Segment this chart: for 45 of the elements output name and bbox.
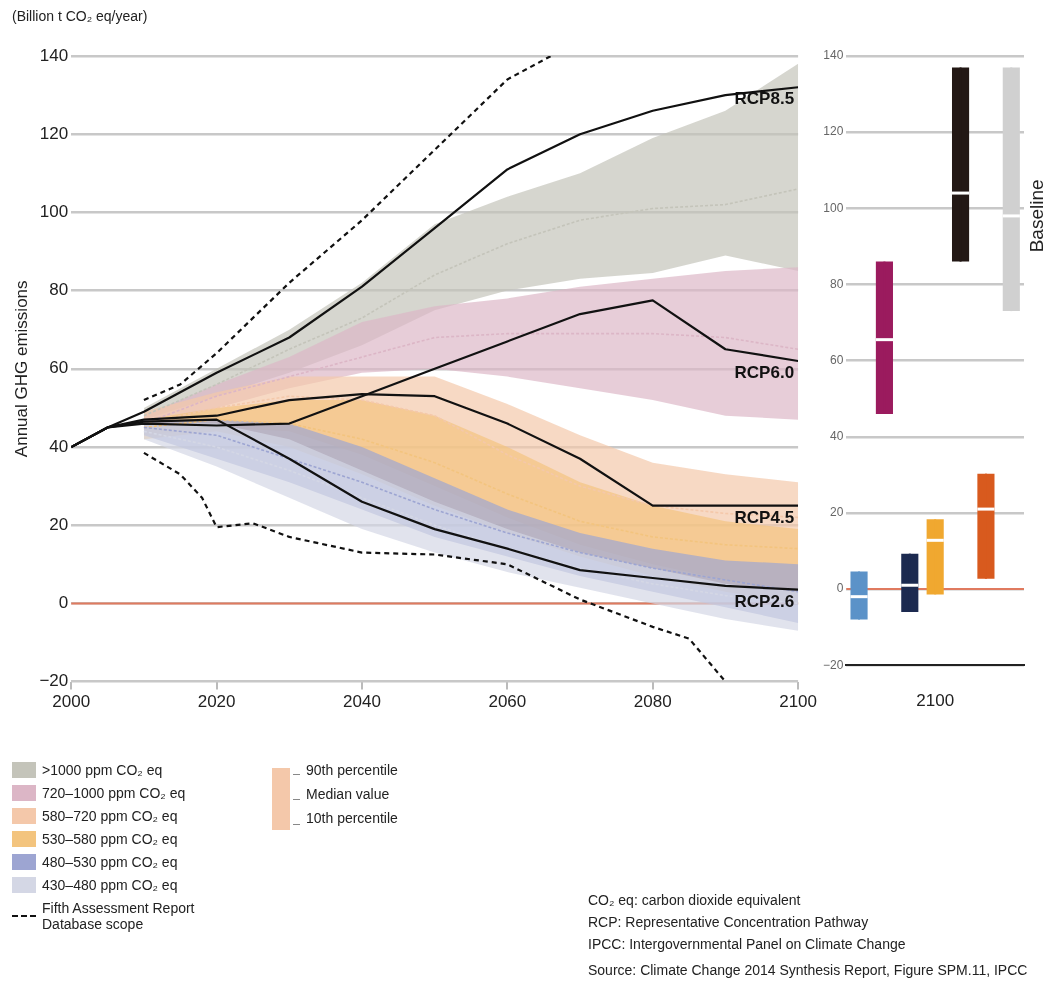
chart-subtitle: (Billion t CO₂ eq/year) — [11, 8, 149, 26]
y-tick-label: 60 — [49, 358, 69, 378]
y-tick-label: 40 — [49, 436, 69, 456]
source-note: Source: Climate Change 2014 Synthesis Report, Figure SPM.11, IPCC — [588, 962, 1028, 978]
y-tick-label: 20 — [830, 505, 844, 520]
y-tick-label: 80 — [830, 276, 844, 291]
legend-label: >1000 ppm CO₂ eq — [42, 762, 164, 778]
x-tick-label: 2020 — [197, 692, 236, 712]
text: IPCC: Intergovernmental Panel on Climate Change — [588, 936, 907, 952]
y-tick-label: −20 — [39, 671, 69, 691]
x-tick-label: 2040 — [343, 692, 381, 712]
y-axis-title: Annual GHG emissions — [11, 280, 31, 458]
y-tick-label: 120 — [823, 124, 844, 139]
y-tick-label: 60 — [830, 352, 844, 367]
y-tick-label: 120 — [39, 123, 69, 143]
y-tick-label: 80 — [49, 280, 69, 300]
text: Median value — [306, 786, 391, 802]
text: Baseline — [1026, 179, 1048, 253]
y-tick-label: 140 — [823, 48, 844, 63]
y-tick-label: 100 — [823, 200, 844, 215]
legend-label: 530–580 ppm CO₂ eq — [42, 831, 179, 847]
series-label: RCP6.0 — [734, 363, 795, 383]
series-label: RCP4.5 — [734, 507, 795, 527]
series-label: RCP8.5 — [734, 89, 795, 109]
legend-label: 580–720 ppm CO₂ eq — [42, 808, 179, 824]
text: 90th percentile — [306, 762, 398, 778]
y-tick-label: −20 — [823, 657, 844, 672]
legend-label: 480–530 ppm CO₂ eq — [42, 854, 179, 870]
y-tick-label: 100 — [39, 202, 69, 222]
text: CO₂ eq: carbon dioxide equivalent — [588, 892, 802, 908]
legend-label: 430–480 ppm CO₂ eq — [42, 877, 179, 893]
y-tick-label: 140 — [39, 45, 69, 65]
x-tick-label: 2100 — [779, 692, 817, 712]
x-tick-label: 2000 — [52, 692, 91, 712]
legend-label: 720–1000 ppm CO₂ eq — [42, 785, 187, 801]
series-label: RCP2.6 — [734, 591, 795, 611]
y-tick-label: 0 — [58, 593, 69, 613]
legend-label: Fifth Assessment Report Database scope — [42, 900, 196, 932]
y-tick-label: 0 — [836, 581, 844, 596]
y-tick-label: 20 — [49, 514, 69, 534]
y-tick-label: 40 — [830, 429, 844, 444]
text: RCP: Representative Concentration Pathway — [588, 914, 870, 930]
text: 10th percentile — [306, 810, 398, 826]
x-tick-label: 2060 — [488, 692, 527, 712]
x-tick-label: 2080 — [633, 692, 672, 712]
